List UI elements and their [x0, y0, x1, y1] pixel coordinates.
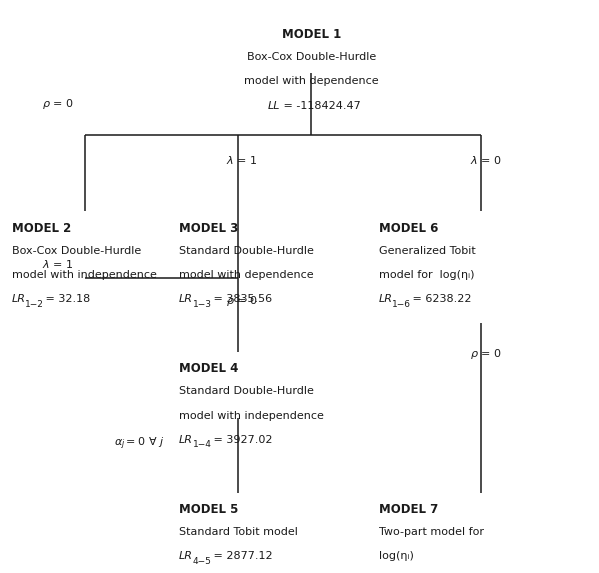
Text: $λ$ = 1: $λ$ = 1 [226, 154, 258, 166]
Text: LL: LL [267, 101, 280, 111]
Text: Two-part model for: Two-part model for [379, 527, 484, 537]
Text: LR: LR [179, 295, 193, 304]
Text: 1−2: 1−2 [25, 300, 44, 309]
Text: Standard Tobit model: Standard Tobit model [179, 527, 298, 537]
Text: Generalized Tobit: Generalized Tobit [379, 246, 476, 256]
Text: $λ$ = 0: $λ$ = 0 [470, 154, 501, 166]
Text: MODEL 1: MODEL 1 [282, 28, 341, 41]
Text: LR: LR [12, 295, 26, 304]
Text: 1−3: 1−3 [193, 300, 211, 309]
Text: LR: LR [179, 435, 193, 445]
Text: model with dependence: model with dependence [244, 76, 379, 87]
Text: = 32.18: = 32.18 [43, 295, 90, 304]
Text: MODEL 2: MODEL 2 [12, 222, 71, 235]
Text: MODEL 4: MODEL 4 [179, 362, 238, 375]
Text: = 2877.12: = 2877.12 [210, 551, 273, 561]
Text: Box-Cox Double-Hurdle: Box-Cox Double-Hurdle [12, 246, 141, 256]
Text: $ρ$ = 0: $ρ$ = 0 [470, 347, 501, 361]
Text: model with independence: model with independence [179, 411, 324, 421]
Text: $ρ$ = 0: $ρ$ = 0 [42, 97, 74, 111]
Text: $ρ$ = 0: $ρ$ = 0 [226, 293, 258, 308]
Text: = 6238.22: = 6238.22 [409, 295, 472, 304]
Text: LR: LR [379, 295, 393, 304]
Text: MODEL 6: MODEL 6 [379, 222, 438, 235]
Text: MODEL 5: MODEL 5 [179, 503, 238, 516]
Text: = 3835.56: = 3835.56 [210, 295, 272, 304]
Text: Standard Double-Hurdle: Standard Double-Hurdle [179, 386, 314, 397]
Text: 4−5: 4−5 [193, 556, 211, 566]
Text: Standard Double-Hurdle: Standard Double-Hurdle [179, 246, 314, 256]
Text: model with dependence: model with dependence [179, 270, 314, 280]
Text: model with independence: model with independence [12, 270, 157, 280]
Text: MODEL 3: MODEL 3 [179, 222, 238, 235]
Text: Box-Cox Double-Hurdle: Box-Cox Double-Hurdle [247, 52, 376, 62]
Text: LR: LR [179, 551, 193, 561]
Text: MODEL 7: MODEL 7 [379, 503, 438, 516]
Text: $\alpha_j = 0\ \forall\ j$: $\alpha_j = 0\ \forall\ j$ [114, 435, 165, 453]
Text: = 3927.02: = 3927.02 [210, 435, 272, 445]
Text: 1−6: 1−6 [392, 300, 412, 309]
Text: $λ$ = 1: $λ$ = 1 [42, 258, 74, 270]
Text: = -118424.47: = -118424.47 [280, 101, 361, 111]
Text: model for  log(ηᵢ): model for log(ηᵢ) [379, 270, 474, 280]
Text: 1−4: 1−4 [193, 441, 211, 449]
Text: log(ηᵢ): log(ηᵢ) [379, 551, 414, 561]
